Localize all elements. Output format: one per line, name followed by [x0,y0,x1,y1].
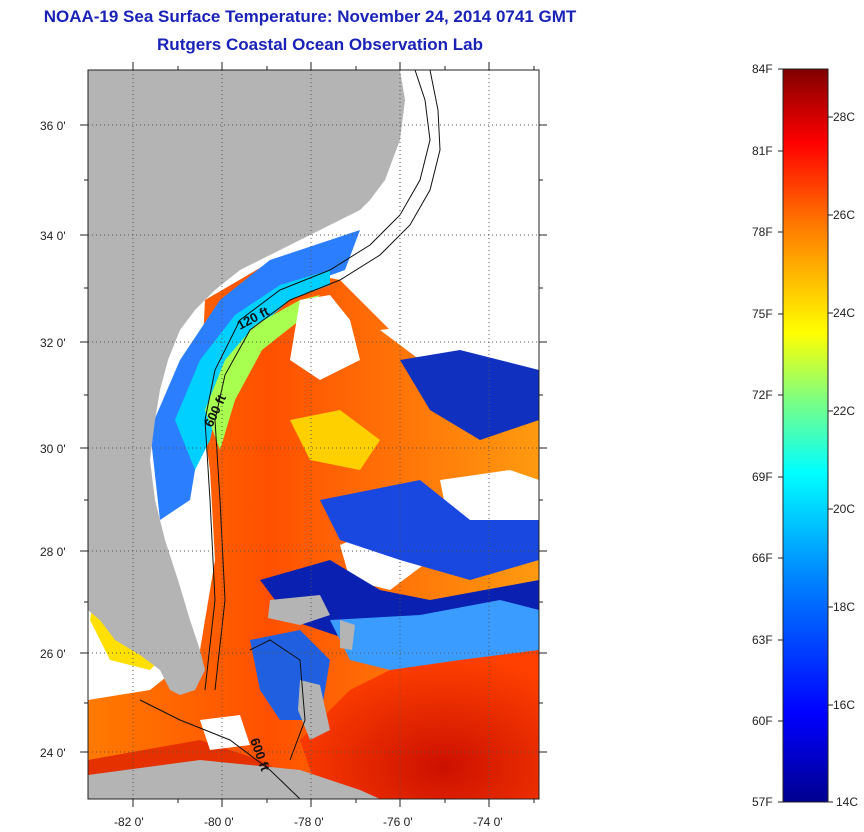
lat-label-28: 28 0' [40,545,66,559]
map-title: NOAA-19 Sea Surface Temperature: Novembe… [43,7,577,26]
lat-label-26: 26 0' [40,647,66,661]
colorbar-label-69F: 69F [752,470,773,484]
lon-label-80: -80 0' [204,815,234,829]
colorbar-label-20C: 20C [833,502,855,516]
lat-label-32: 32 0' [40,336,66,350]
colorbar-label-78F: 78F [752,225,773,239]
colorbar-label-57F: 57F [752,795,773,809]
colorbar-label-16C: 16C [833,698,855,712]
map-frame [87,69,540,800]
bahamas-island [268,595,330,625]
colorbar-label-84F: 84F [752,62,773,76]
colorbar-label-24C: 24C [833,306,855,320]
colorbar-label-26C: 26C [833,208,855,222]
colorbar: 84F 81F 78F 75F 72F 69F 66F 63F 60F 57F … [752,62,858,809]
colorbar-label-18C: 18C [833,600,855,614]
lon-label-74: -74 0' [473,815,503,829]
colorbar-label-72F: 72F [752,388,773,402]
lon-label-82: -82 0' [114,815,144,829]
cuba-island [88,760,380,799]
lat-label-30: 30 0' [40,442,66,456]
map-subtitle: Rutgers Coastal Ocean Observation Lab [157,35,483,54]
colorbar-label-81F: 81F [752,144,773,158]
colorbar-label-75F: 75F [752,307,773,321]
lat-label-34: 34 0' [40,229,66,243]
lat-label-36: 36 0' [40,119,66,133]
lon-label-76: -76 0' [383,815,413,829]
map-area: 120 ft 600 ft 600 ft [88,70,539,799]
colorbar-label-28C: 28C [833,110,855,124]
colorbar-label-66F: 66F [752,551,773,565]
colorbar-label-60F: 60F [752,714,773,728]
colorbar-label-63F: 63F [752,633,773,647]
colorbar-label-14C: 14C [836,795,858,809]
land-mass [88,70,405,695]
lat-label-24: 24 0' [40,746,66,760]
colorbar-gradient [782,68,829,803]
colorbar-label-22C: 22C [833,404,855,418]
lon-label-78: -78 0' [294,815,324,829]
